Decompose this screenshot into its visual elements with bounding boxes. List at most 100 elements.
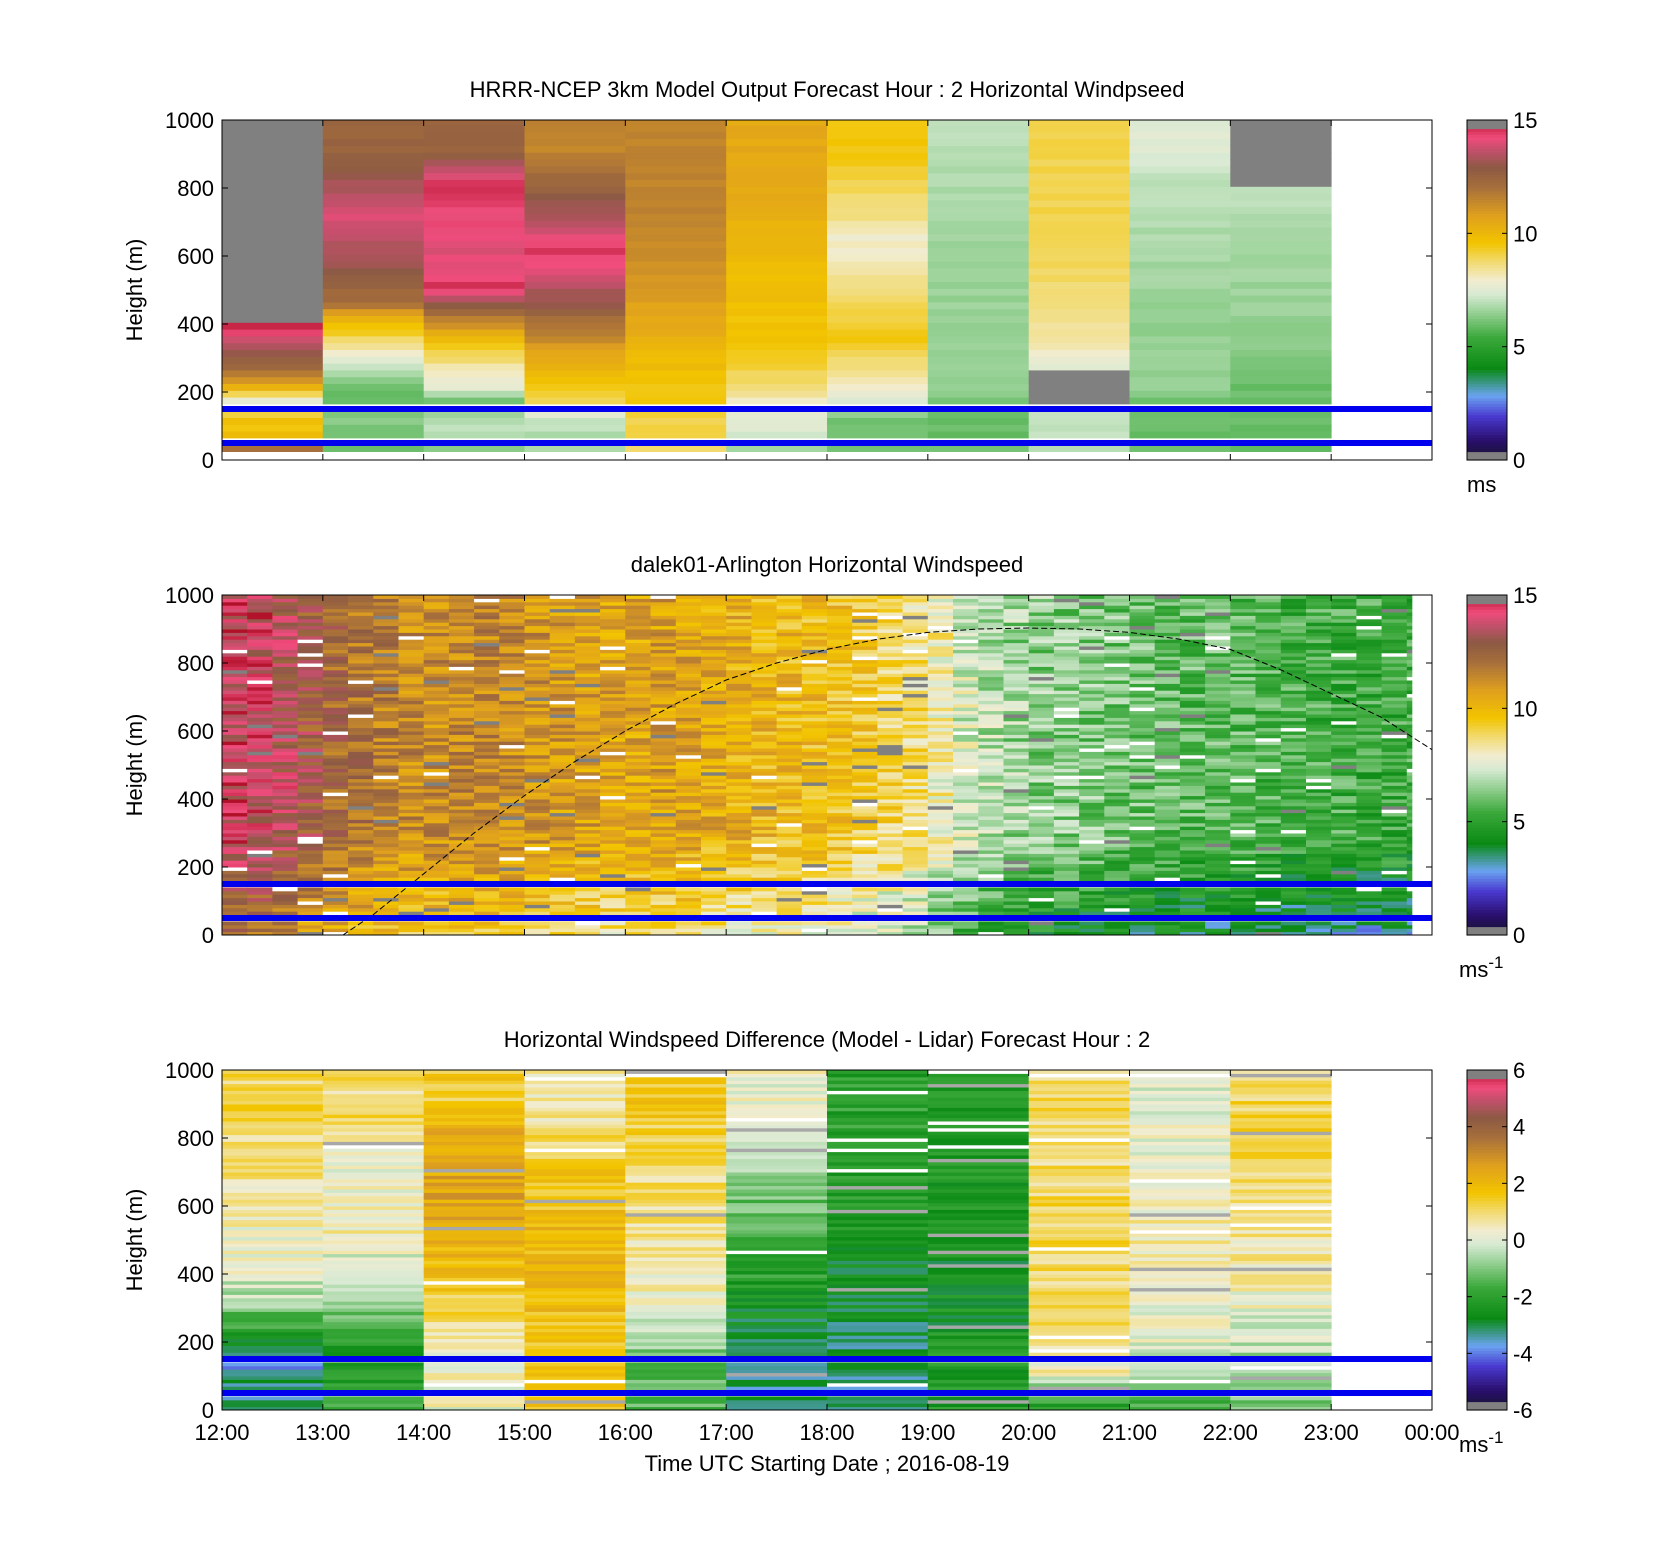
panel-lidar-cell — [297, 717, 324, 722]
panel-lidar-cell — [1104, 805, 1130, 810]
panel-lidar-cell — [322, 870, 349, 875]
panel-lidar-cell — [1230, 669, 1256, 674]
panel-lidar-cell — [373, 873, 399, 878]
panel-lidar-cell — [852, 676, 878, 681]
panel-lidar-cell — [1230, 649, 1256, 654]
panel-lidar-cell — [953, 907, 979, 912]
panel-lidar-cell — [348, 924, 374, 929]
panel-lidar-cell — [1306, 843, 1332, 848]
panel-lidar-cell — [701, 625, 727, 630]
panel-lidar-cell — [474, 680, 500, 684]
panel-lidar-cell — [877, 669, 904, 674]
panel-lidar-cell — [650, 642, 677, 647]
panel-lidar-cell — [1255, 768, 1282, 773]
panel-lidar-cell — [423, 669, 450, 674]
panel-lidar-cell — [1230, 867, 1256, 871]
panel-model-colorbar-step — [1467, 137, 1507, 141]
panel-model-cell — [726, 152, 828, 160]
panel-lidar-cell — [549, 683, 576, 688]
panel-lidar-cell — [801, 669, 828, 674]
panel-lidar-cell — [574, 635, 601, 640]
panel-lidar-cell — [1255, 816, 1282, 820]
panel-lidar-cell — [927, 867, 954, 871]
panel-lidar-cell — [423, 901, 450, 905]
panel-lidar-cell — [852, 873, 878, 878]
panel-model-colorbar-step — [1467, 128, 1507, 132]
panel-lidar-cell — [675, 877, 702, 882]
panel-lidar-cell — [726, 659, 752, 664]
panel-lidar-cell — [801, 761, 828, 766]
panel-lidar-cell — [852, 809, 878, 814]
panel-lidar-cell — [978, 775, 1004, 780]
panel-lidar-cell — [524, 663, 551, 667]
panel-model-cell — [423, 186, 525, 194]
panel-lidar-cell — [1079, 775, 1105, 780]
panel-lidar-cell — [297, 649, 324, 654]
panel-lidar-cell — [247, 666, 273, 671]
panel-lidar-cell — [373, 714, 399, 718]
panel-lidar-cell — [751, 646, 778, 650]
panel-lidar-cell — [348, 700, 374, 705]
panel-lidar-cell — [322, 901, 349, 905]
panel-model-cell — [423, 138, 525, 146]
panel-lidar-cell — [726, 843, 752, 848]
panel-lidar-cell — [953, 799, 979, 803]
panel-lidar-cell — [927, 853, 954, 858]
panel-lidar-cell — [877, 656, 904, 661]
panel-lidar-cell — [675, 622, 702, 627]
panel-model-cell — [726, 315, 828, 323]
panel-lidar-cell — [625, 659, 651, 664]
panel-lidar-cell — [927, 911, 954, 916]
panel-model-cell — [524, 424, 626, 432]
panel-lidar-cell — [448, 642, 475, 647]
panel-lidar-cell — [675, 744, 702, 749]
panel-lidar-cell — [701, 680, 727, 684]
panel-lidar-cell — [701, 792, 727, 797]
panel-lidar-cell — [272, 724, 299, 729]
panel-lidar-cell — [852, 751, 878, 756]
panel-model-colorbar-step — [1467, 338, 1507, 342]
panel-model-colorbar-step — [1467, 375, 1507, 379]
panel-lidar-cell — [474, 897, 500, 902]
panel-lidar-cell — [701, 605, 727, 610]
panel-lidar-cell — [1028, 639, 1055, 644]
panel-lidar-cell — [852, 768, 878, 773]
panel-lidar-cell — [827, 799, 853, 803]
panel-lidar-cell — [827, 663, 853, 667]
panel-lidar-cell — [373, 666, 399, 671]
panel-lidar-cell — [423, 656, 450, 661]
panel-lidar-cell — [1179, 656, 1206, 661]
panel-lidar-cell — [574, 673, 601, 678]
panel-lidar-cell — [272, 768, 299, 773]
panel-lidar-cell — [801, 741, 828, 746]
panel-lidar-cell — [247, 768, 273, 773]
panel-lidar-cell — [978, 924, 1004, 929]
panel-lidar-cell — [902, 629, 929, 633]
panel-lidar-cell — [1104, 754, 1130, 759]
panel-lidar-cell — [1179, 697, 1206, 701]
panel-model-cell — [1230, 193, 1332, 201]
panel-lidar-cell — [1205, 829, 1231, 834]
panel-lidar-cell — [1104, 846, 1130, 851]
panel-model-cell — [222, 240, 324, 248]
panel-lidar-cell — [1079, 748, 1105, 752]
panel-model-cell — [322, 322, 425, 330]
panel-lidar-cell — [398, 890, 425, 895]
panel-lidar-cell — [474, 744, 500, 749]
panel-lidar-cell — [726, 775, 752, 780]
panel-lidar-cell — [1230, 652, 1256, 657]
panel-lidar-cell — [953, 778, 979, 783]
panel-lidar-cell — [322, 754, 349, 759]
panel-lidar-cell — [801, 846, 828, 851]
panel-lidar-cell — [801, 765, 828, 769]
panel-lidar-cell — [877, 737, 904, 742]
panel-model-cell — [1230, 301, 1332, 310]
panel-lidar-cell — [675, 639, 702, 644]
panel-lidar-cell — [247, 734, 273, 739]
panel-lidar-cell — [1129, 646, 1156, 650]
panel-lidar-cell — [499, 819, 525, 824]
panel-lidar-cell — [600, 792, 626, 797]
panel-lidar-cell — [247, 761, 273, 766]
panel-lidar-cell — [1053, 629, 1080, 633]
panel-lidar-cell — [801, 877, 828, 882]
